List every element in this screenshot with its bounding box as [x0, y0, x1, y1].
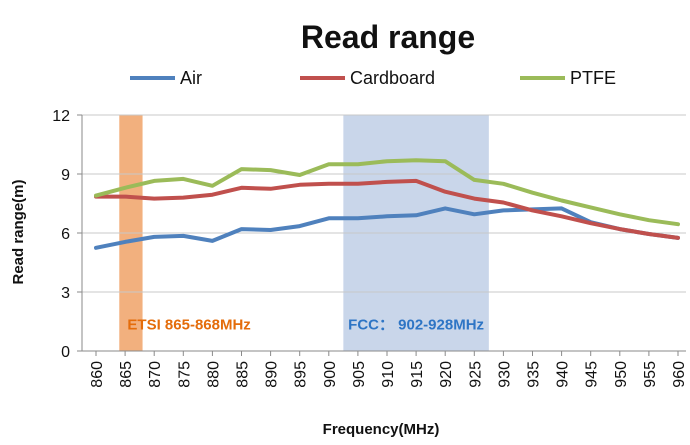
x-tick-label-6: 890: [264, 361, 281, 388]
x-tick-label-9: 905: [351, 361, 368, 388]
series-line-air: [94, 206, 680, 250]
x-tick-label-12: 920: [438, 361, 455, 388]
band-label-0: ETSI 865-868MHz: [127, 316, 250, 333]
x-tick-label-20: 960: [671, 361, 688, 388]
gridlines: [82, 114, 686, 293]
axes: [77, 114, 686, 356]
x-tick-label-4: 880: [205, 361, 222, 388]
x-tick-label-3: 875: [176, 361, 193, 388]
band-labels: ETSI 865-868MHz FCC： 902-928MHz: [127, 316, 484, 333]
series-line-cardboard: [94, 178, 680, 240]
x-tick-label-18: 950: [613, 361, 630, 388]
x-tick-label-8: 900: [322, 361, 339, 388]
legend-label-ptfe: PTFE: [570, 68, 616, 88]
chart-title: Read range: [301, 19, 475, 55]
y-tick-labels: 0 3 6 9 12: [52, 108, 70, 361]
y-axis-label: Read range(m): [10, 179, 27, 284]
y-tick-label-2: 6: [61, 226, 70, 243]
y-tick-label-1: 3: [61, 285, 70, 302]
x-tick-label-17: 945: [584, 361, 601, 388]
x-tick-label-1: 865: [118, 361, 135, 388]
x-tick-label-14: 930: [496, 361, 513, 388]
x-tick-label-15: 935: [526, 361, 543, 388]
legend: Air Cardboard PTFE: [130, 68, 616, 88]
x-tick-label-2: 870: [147, 361, 164, 388]
x-tick-label-11: 915: [409, 361, 426, 388]
series-line-ptfe: [94, 158, 680, 227]
x-axis-label: Frequency(MHz): [323, 421, 440, 438]
series-lines: [94, 158, 680, 250]
x-tick-label-16: 940: [555, 361, 572, 388]
x-tick-label-19: 955: [642, 361, 659, 388]
legend-label-air: Air: [180, 68, 202, 88]
y-tick-label-4: 12: [52, 108, 70, 125]
x-tick-label-13: 925: [467, 361, 484, 388]
x-tick-label-5: 885: [235, 361, 252, 388]
legend-label-cardboard: Cardboard: [350, 68, 435, 88]
y-tick-label-3: 9: [61, 167, 70, 184]
x-tick-label-0: 860: [89, 361, 106, 388]
x-tick-label-10: 910: [380, 361, 397, 388]
x-tick-label-7: 895: [293, 361, 310, 388]
x-tick-labels: 860 865 870 875 880 885 890 895 900 905 910 915 920 9…: [89, 361, 688, 388]
y-tick-label-0: 0: [61, 344, 70, 361]
band-label-1: FCC： 902-928MHz: [348, 316, 484, 333]
